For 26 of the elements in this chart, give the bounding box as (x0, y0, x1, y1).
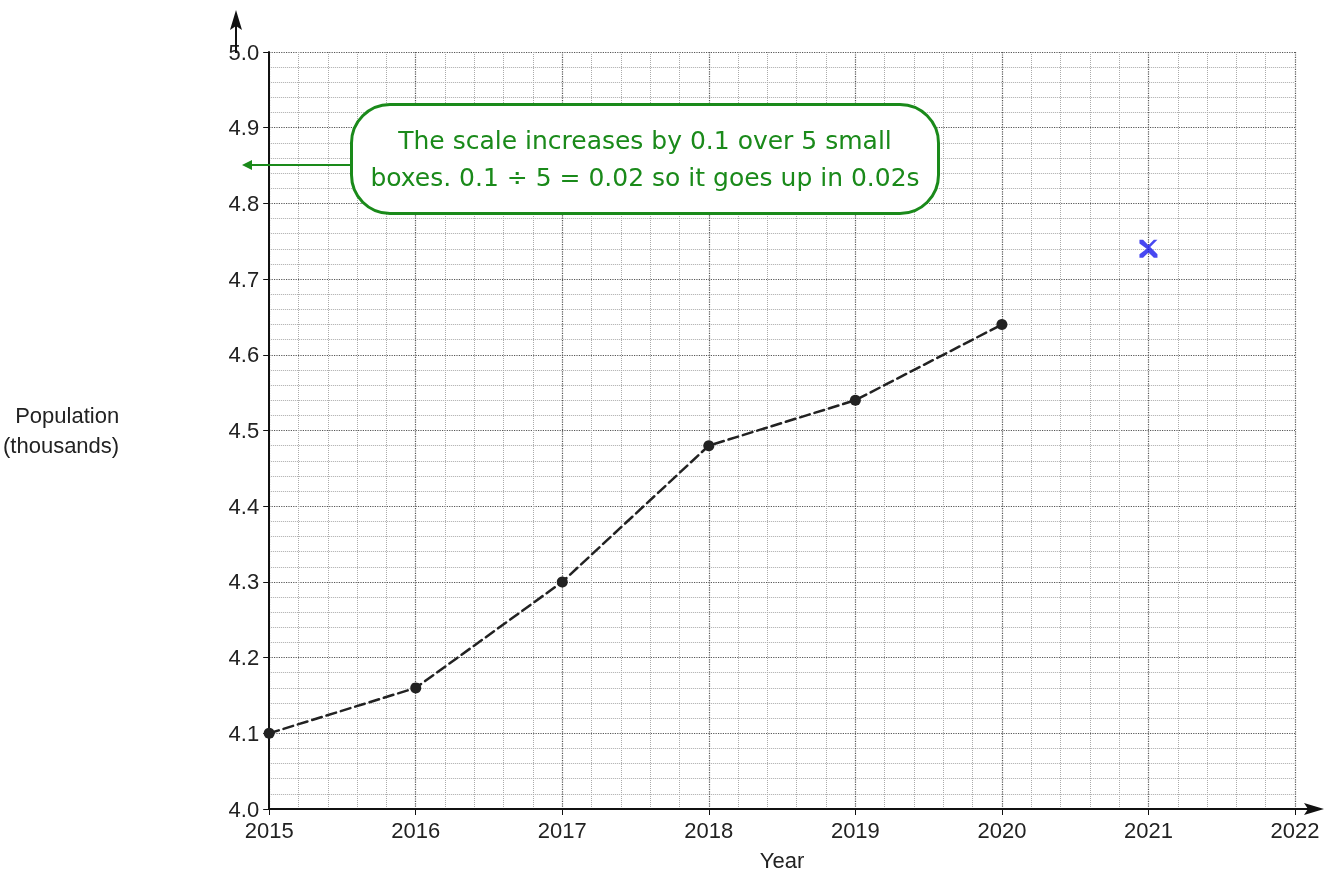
y-tick-label: 4.6 (228, 342, 260, 368)
x-tick-label: 2016 (391, 817, 441, 843)
point (410, 682, 422, 694)
y-tick-label: 4.3 (228, 569, 260, 595)
y-tick-label: 4.9 (228, 115, 260, 141)
x-tick-label: 2020 (977, 817, 1027, 843)
point (556, 576, 568, 588)
point (849, 394, 861, 406)
x-tick-label: 2022 (1270, 817, 1320, 843)
y-tick-label: 4.1 (228, 720, 260, 746)
annotation: The scale increases by 0.1 over 5 small boxes. 0.1 ÷ 5 = 0.02 so it goes up in 0.02s (350, 103, 940, 215)
y-axis-title: Population (thousands) (2, 403, 120, 458)
y-tick-label: 4.7 (228, 266, 260, 292)
x-tick-label: 2017 (537, 817, 587, 843)
x-tick-label: 2018 (684, 817, 734, 843)
point (1139, 239, 1158, 258)
point (263, 727, 275, 739)
x-axis-title: Year (759, 847, 805, 873)
x-tick-label: 2019 (830, 817, 880, 843)
y-tick-label: 4.4 (228, 493, 260, 519)
point (996, 319, 1008, 331)
point (703, 440, 715, 452)
y-tick-label: 4.2 (228, 645, 260, 671)
y-tick-label: 4.8 (228, 190, 260, 216)
x-tick-label: 2021 (1123, 817, 1173, 843)
y-tick-label: 4.5 (228, 418, 260, 443)
